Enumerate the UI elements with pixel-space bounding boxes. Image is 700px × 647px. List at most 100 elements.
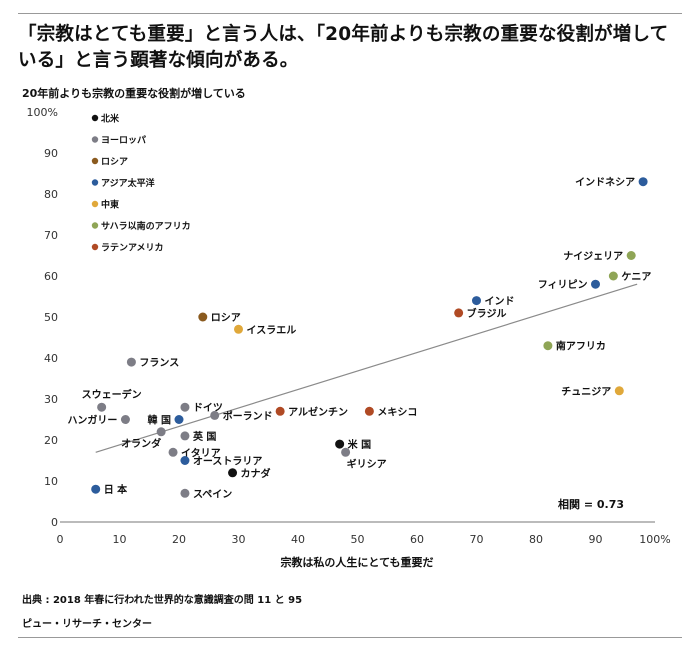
legend-label: ラテンアメリカ: [101, 243, 164, 254]
x-tick-label: 90: [589, 533, 603, 546]
point-label: オーストラリア: [193, 456, 263, 468]
top-rule: [18, 13, 682, 14]
data-point: [614, 386, 624, 396]
y-tick-label: 90: [44, 147, 58, 160]
data-point: [626, 251, 636, 260]
data-point: [341, 447, 351, 457]
data-point: [97, 402, 107, 412]
x-tick-label: 100%: [639, 533, 670, 546]
y-tick-label: 40: [44, 352, 58, 365]
point-label: イタリア: [181, 447, 221, 459]
source-note: 出典 : 2018 年春に行われた世界的な意識調査の問 11 と 95: [22, 595, 303, 606]
x-tick-label: 10: [113, 533, 127, 546]
y-tick-label: 70: [44, 229, 58, 242]
legend-marker: [91, 200, 99, 208]
data-point: [168, 447, 178, 457]
point-label: フランス: [139, 357, 179, 369]
legend-marker: [91, 222, 99, 229]
legend-marker: [91, 179, 99, 186]
y-tick-label: 60: [44, 270, 58, 283]
x-tick-label: 0: [57, 533, 64, 546]
point-label: スウェーデン: [82, 388, 142, 401]
data-point: [608, 271, 618, 281]
x-axis-title: 宗教は私の人生にとても重要だ: [280, 555, 433, 569]
x-tick-labels: 0 10 20 30 40 50 60 70 80 90 100%: [57, 533, 671, 546]
point-label: ロシア: [211, 312, 241, 324]
point-label: ブラジル: [467, 307, 507, 320]
x-tick-label: 60: [410, 533, 424, 546]
trend-line: [95, 283, 638, 453]
point-label: オランダ: [121, 437, 161, 450]
legend-marker: [91, 157, 99, 165]
credit: ピュー・リサーチ・センター: [22, 619, 152, 630]
y-tick-labels: 0 10 20 30 40 50 60 70 80 90 100%: [27, 106, 58, 529]
y-tick-label: 50: [44, 311, 58, 324]
x-tick-label: 80: [529, 533, 543, 546]
data-point: [180, 456, 190, 465]
point-label: カナダ: [241, 467, 271, 480]
data-point: [198, 312, 208, 322]
data-point: [228, 468, 238, 478]
point-label: ケニア: [621, 271, 651, 283]
point-label: インド: [485, 296, 515, 308]
data-point: [91, 484, 101, 494]
point-label: ギリシア: [347, 457, 387, 470]
y-tick-label: 30: [44, 393, 58, 406]
data-point: [234, 324, 243, 334]
legend-marker: [91, 136, 99, 143]
point-label: インドネシア: [575, 177, 635, 189]
point-label: アルゼンチン: [288, 405, 348, 418]
data-point: [156, 427, 166, 437]
legend-marker: [91, 114, 99, 122]
legend-marker: [91, 243, 99, 251]
legend-label: アジア太平洋: [101, 177, 155, 189]
correlation-label: 相関 = 0.73: [558, 497, 624, 511]
x-tick-label: 50: [351, 533, 365, 546]
point-label: 韓 国: [148, 414, 171, 427]
data-point: [364, 406, 374, 416]
scatter-chart: 20年前よりも宗教の重要な役割が増している 宗教は私の人生にとても重要だ 0 10…: [22, 86, 671, 569]
data-point: [638, 177, 648, 187]
y-tick-label: 80: [44, 188, 58, 201]
data-point: [180, 402, 190, 412]
y-tick-label: 20: [44, 434, 58, 447]
data-point: [120, 415, 130, 424]
data-point: [210, 410, 220, 420]
headline: 「宗教はとても重要」と言う人は、「20年前よりも宗教の重要な役割が増している」と…: [18, 24, 669, 71]
point-label: ポーランド: [223, 409, 273, 422]
legend-label: ヨーロッパ: [101, 134, 146, 146]
point-label: 米 国: [348, 438, 371, 451]
y-tick-label: 10: [44, 475, 58, 488]
legend-label: 中東: [101, 199, 119, 211]
y-tick-label: 0: [51, 516, 58, 529]
data-point: [472, 296, 481, 306]
x-tick-label: 20: [172, 533, 186, 546]
data-point: [126, 357, 136, 367]
data-point: [591, 279, 600, 289]
point-label: ハンガリー: [67, 414, 117, 427]
point-label: 日 本: [104, 483, 128, 496]
legend-label: 北米: [101, 113, 120, 125]
point-label: メキシコ: [377, 406, 417, 418]
bottom-rule: [18, 637, 682, 638]
x-tick-label: 30: [232, 533, 246, 546]
x-tick-label: 40: [291, 533, 305, 546]
data-point: [174, 415, 184, 424]
data-point: [275, 406, 285, 416]
point-label: チュニジア: [561, 386, 611, 398]
data-point: [180, 431, 190, 441]
point-label: フィリピン: [538, 279, 588, 291]
point-label: 英 国: [192, 430, 216, 443]
point-label: イスラエル: [247, 324, 297, 336]
legend-label: ロシア: [101, 157, 128, 168]
data-point: [454, 308, 464, 318]
point-label: スペイン: [193, 488, 232, 500]
data-point: [543, 341, 553, 351]
point-label: ナイジェリア: [563, 251, 623, 263]
point-label: 南アフリカ: [556, 340, 606, 353]
legend-label: サハラ以南のアフリカ: [101, 220, 191, 232]
x-tick-label: 70: [470, 533, 484, 546]
y-tick-label: 100%: [27, 106, 58, 119]
